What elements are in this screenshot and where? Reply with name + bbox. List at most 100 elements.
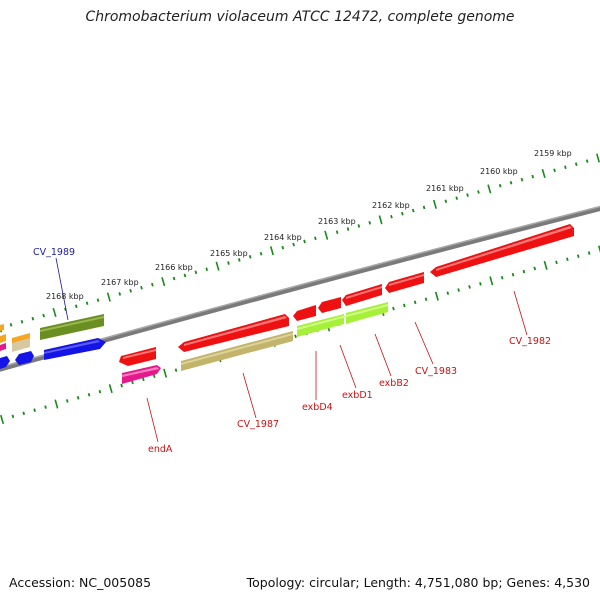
kbp-label: 2165 kbp	[210, 249, 248, 258]
minor-tick	[294, 334, 297, 339]
minor-tick	[76, 396, 80, 400]
minor-tick	[118, 292, 122, 296]
minor-tick	[368, 221, 372, 225]
major-tick	[596, 153, 600, 163]
gene-label-enda: endA	[148, 444, 173, 455]
minor-tick	[152, 374, 156, 379]
minor-tick	[335, 230, 339, 234]
gene-cds-forward	[0, 334, 6, 343]
minor-tick	[511, 272, 515, 277]
major-tick	[324, 230, 329, 240]
minor-tick	[468, 285, 471, 289]
minor-tick	[11, 414, 15, 419]
minor-tick	[585, 159, 589, 163]
gene-cds-reverse	[0, 343, 6, 351]
major-tick	[269, 246, 274, 256]
minor-tick	[587, 251, 591, 255]
minor-tick	[129, 289, 132, 293]
major-tick	[432, 199, 437, 209]
gene-cds-forward	[40, 316, 104, 332]
major-tick	[54, 399, 59, 409]
minor-tick	[479, 282, 482, 286]
gene-cds-reverse	[385, 272, 424, 293]
gene-cds-forward	[0, 324, 4, 331]
minor-tick	[411, 208, 415, 213]
minor-tick	[227, 261, 230, 265]
gene-cds-forward	[181, 333, 293, 365]
major-tick	[52, 307, 57, 318]
minor-tick	[509, 180, 513, 185]
major-tick	[489, 276, 494, 286]
major-tick	[106, 292, 111, 302]
minor-tick	[413, 300, 417, 305]
minor-tick	[142, 377, 145, 382]
minor-tick	[281, 245, 285, 250]
minor-tick	[96, 298, 100, 302]
accession-text: Accession: NC_005085	[9, 575, 152, 590]
minor-tick	[183, 273, 187, 278]
minor-tick	[248, 255, 252, 259]
gene-label-cv-1987: CV_1987	[237, 419, 279, 430]
minor-tick	[314, 236, 317, 241]
minor-tick	[520, 177, 524, 182]
minor-tick	[566, 257, 569, 262]
gene-label-exbb2: exbB2	[379, 378, 409, 389]
minor-tick	[522, 269, 526, 274]
gene-cds-forward	[297, 304, 388, 330]
minor-tick	[392, 306, 395, 311]
kbp-label: 2167 kbp	[101, 278, 139, 287]
gene-label-cv-1989: CV_1989	[33, 247, 75, 258]
minor-tick	[357, 224, 361, 228]
minor-tick	[31, 316, 35, 321]
minor-tick	[555, 260, 558, 265]
minor-tick	[85, 301, 89, 306]
minor-tick	[172, 276, 176, 281]
major-tick	[378, 215, 383, 225]
gene-cds-reverse	[15, 351, 34, 365]
minor-tick	[74, 304, 78, 309]
minor-tick	[401, 211, 404, 216]
minor-tick	[500, 275, 504, 280]
gene-cds-reverse	[0, 356, 10, 369]
gene-cds-reverse	[436, 226, 572, 271]
minor-tick	[151, 282, 154, 287]
major-tick	[487, 184, 492, 194]
minor-tick	[87, 392, 91, 397]
minor-tick	[576, 254, 580, 258]
kbp-labels: 2159 kbp 2160 kbp 2161 kbp 2162 kbp 2163…	[46, 149, 572, 301]
gene-cds-reverse	[123, 349, 156, 359]
gene-cds-reverse	[119, 347, 156, 366]
major-tick	[434, 291, 439, 301]
gene-features	[0, 224, 574, 384]
minor-tick	[140, 285, 143, 290]
label-leader-lines	[55, 257, 528, 443]
gene-label-cv-1982: CV_1982	[509, 336, 551, 347]
gene-cds-reverse	[346, 286, 382, 299]
kbp-label: 2162 kbp	[372, 201, 410, 210]
gene-label-cv-1983: CV_1983	[415, 366, 457, 377]
minor-tick	[424, 297, 428, 302]
gene-cds-reverse	[122, 367, 159, 377]
major-tick	[163, 368, 168, 378]
outer-scale-ticks	[0, 153, 600, 333]
minor-tick	[477, 190, 480, 194]
minor-tick	[466, 193, 469, 197]
major-tick	[161, 277, 166, 287]
minor-tick	[20, 319, 24, 324]
minor-tick	[422, 205, 426, 210]
minor-tick	[390, 214, 393, 219]
major-tick	[215, 261, 220, 271]
minor-tick	[446, 291, 450, 295]
kbp-label: 2164 kbp	[264, 233, 302, 242]
minor-tick	[44, 405, 47, 409]
minor-tick	[574, 162, 578, 166]
gene-cds-reverse	[293, 305, 316, 321]
minor-tick	[403, 303, 406, 308]
minor-tick	[455, 196, 458, 200]
major-tick	[108, 384, 113, 394]
minor-tick	[64, 307, 67, 312]
minor-tick	[98, 389, 102, 394]
major-tick	[543, 260, 548, 270]
minor-tick	[292, 242, 295, 247]
minor-tick	[131, 380, 134, 385]
